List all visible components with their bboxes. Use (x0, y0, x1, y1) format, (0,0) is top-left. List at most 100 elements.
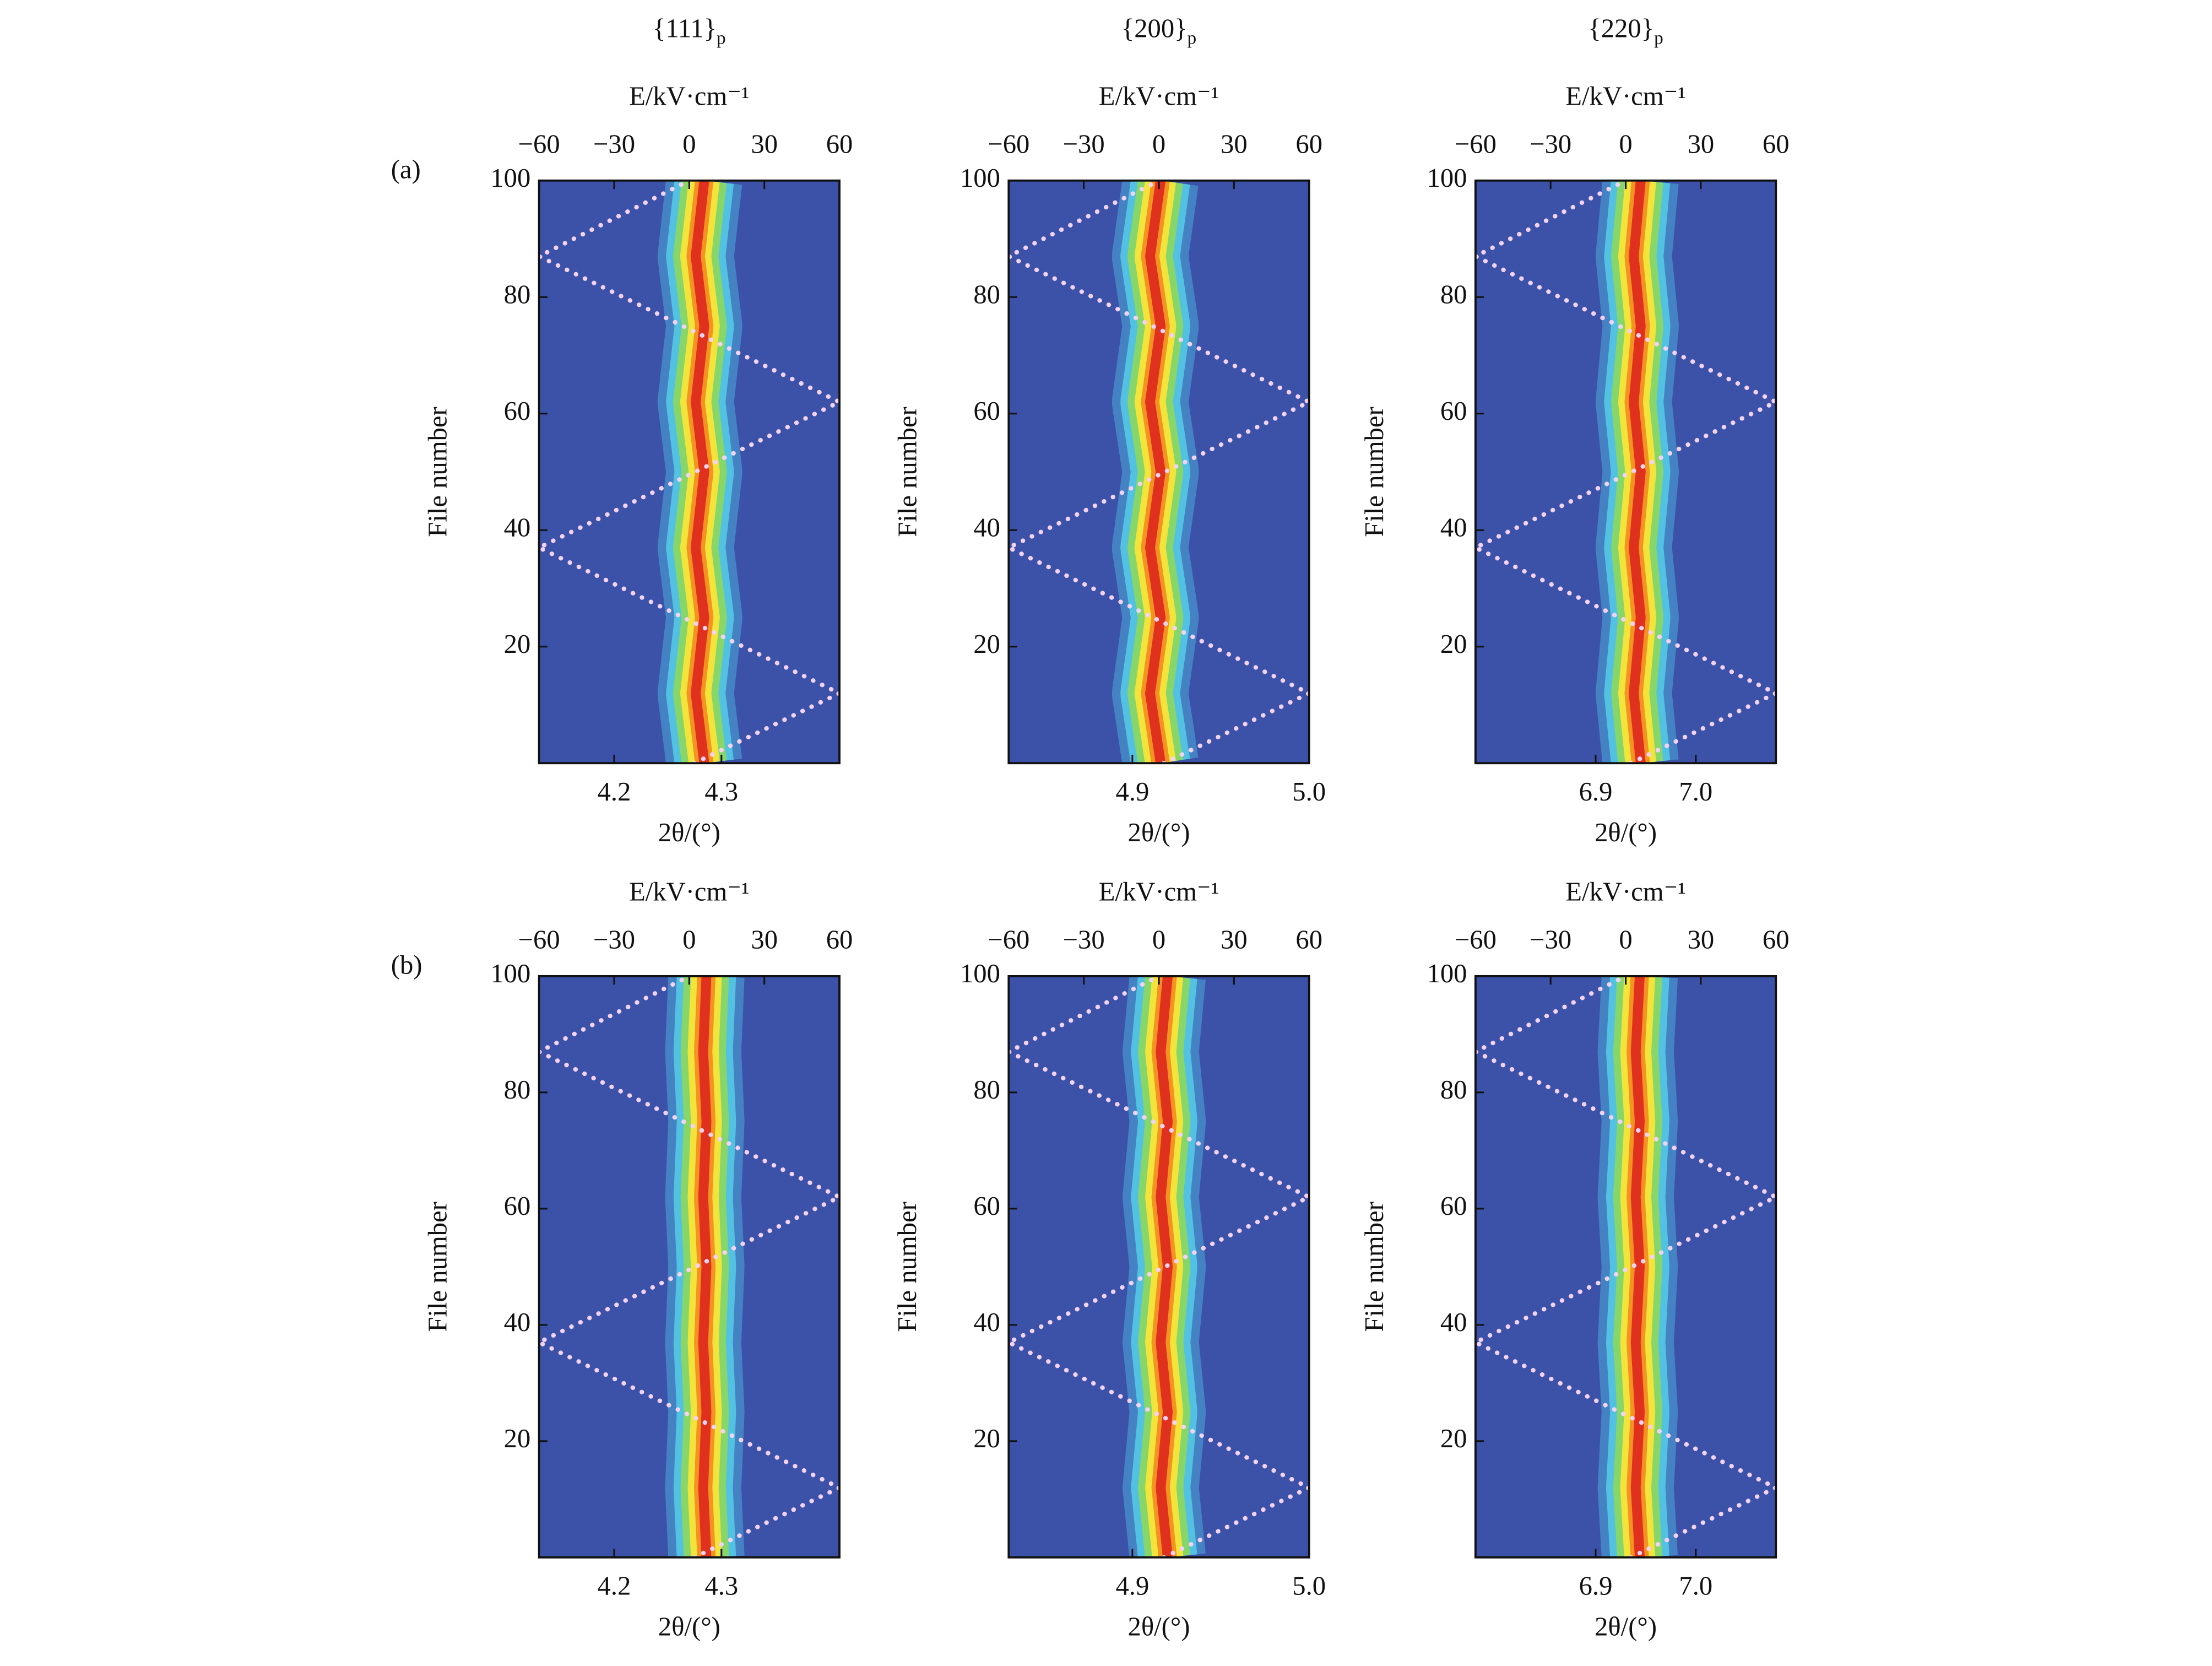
y-tick-label: 40 (973, 1307, 1000, 1337)
y-tick-label: 60 (1440, 396, 1467, 426)
plot-area (1009, 180, 1309, 764)
peak-line (1145, 180, 1166, 764)
x2-tick-label: −30 (593, 925, 635, 955)
panel-title: {111}p (653, 14, 726, 48)
x-tick-label: 4.3 (704, 777, 738, 807)
field-line (1009, 976, 1309, 1557)
y-tick-label: 80 (504, 279, 531, 309)
plot-area (539, 976, 840, 1557)
x-axis-title: 2θ/(°) (1595, 818, 1657, 847)
plot-area (1009, 976, 1309, 1557)
y-tick-label: 40 (504, 1307, 531, 1337)
panel-title-subscript: p (1188, 28, 1197, 48)
x2-axis-title: E/kV·cm⁻¹ (1565, 877, 1686, 907)
x-tick-label: 4.3 (704, 1571, 738, 1600)
x2-tick-label: 0 (1619, 129, 1632, 159)
x-tick-label: 7.0 (1679, 777, 1712, 807)
y-tick-label: 80 (973, 1075, 1000, 1105)
y-tick-label: 20 (504, 629, 531, 659)
x2-tick-label: −60 (1455, 925, 1497, 955)
x-tick-label: 5.0 (1292, 777, 1326, 807)
x-tick-label: 5.0 (1292, 1571, 1326, 1600)
x2-tick-label: −30 (1063, 129, 1105, 159)
y-tick-label: 100 (490, 959, 530, 988)
y-tick-label: 40 (504, 512, 531, 542)
field-line (1009, 180, 1309, 764)
y-tick-label: 100 (960, 959, 1000, 988)
y-axis-title: File number (892, 1202, 922, 1332)
x-tick-label: 4.2 (598, 777, 631, 807)
x2-axis-title: E/kV·cm⁻¹ (1099, 81, 1219, 111)
x2-tick-label: 60 (1295, 129, 1322, 159)
y-tick-label: 80 (1440, 1075, 1467, 1105)
field-line (539, 976, 840, 1557)
panel-title-subscript: p (717, 28, 726, 48)
x2-axis-title: E/kV·cm⁻¹ (1565, 81, 1686, 111)
panel-title: {200}p (1121, 14, 1196, 48)
x2-tick-label: 0 (682, 129, 696, 159)
y-tick-label: 20 (973, 629, 1000, 659)
x2-tick-label: 30 (751, 129, 778, 159)
x2-tick-label: −60 (988, 129, 1029, 159)
x-tick-label: 7.0 (1679, 1571, 1712, 1600)
x2-tick-label: 30 (1688, 129, 1715, 159)
plot-area (1475, 180, 1776, 764)
panel-title-main: {200} (1121, 14, 1188, 44)
x2-tick-label: 30 (1221, 925, 1248, 955)
x2-tick-label: −30 (1530, 129, 1571, 159)
x-axis-title: 2θ/(°) (658, 818, 720, 847)
x-tick-label: 6.9 (1579, 777, 1613, 807)
x2-tick-label: −30 (593, 129, 635, 159)
panel-label: (a) (391, 155, 421, 185)
y-tick-label: 100 (490, 163, 530, 193)
y-axis-title: File number (892, 407, 922, 537)
panel-title: {220}p (1588, 14, 1663, 48)
y-axis-title: File number (423, 407, 453, 537)
y-axis-title: File number (1359, 407, 1389, 537)
y-tick-label: 20 (504, 1424, 531, 1453)
field-line (1475, 976, 1776, 1557)
x-axis-title: 2θ/(°) (1595, 1612, 1657, 1642)
x-tick-label: 4.9 (1115, 1571, 1149, 1600)
y-tick-label: 60 (504, 1191, 531, 1221)
x2-tick-label: 30 (1688, 925, 1715, 955)
x2-axis-title: E/kV·cm⁻¹ (1099, 877, 1219, 907)
y-tick-label: 20 (1440, 1424, 1467, 1453)
y-tick-label: 100 (1427, 163, 1467, 193)
x2-tick-label: −60 (988, 925, 1029, 955)
x2-tick-label: 0 (1619, 925, 1632, 955)
x-axis-title: 2θ/(°) (1128, 1612, 1190, 1642)
y-tick-label: 60 (504, 396, 531, 426)
x2-tick-label: −60 (1455, 129, 1497, 159)
plot-area (1475, 976, 1776, 1557)
y-axis-title: File number (423, 1202, 453, 1332)
panel-title-subscript: p (1654, 28, 1663, 48)
plot-area (539, 180, 840, 764)
x-axis-title: 2θ/(°) (658, 1612, 720, 1642)
y-tick-label: 80 (973, 279, 1000, 309)
x-tick-label: 4.9 (1115, 777, 1149, 807)
x2-tick-label: 30 (751, 925, 778, 955)
y-tick-label: 100 (1427, 959, 1467, 988)
y-tick-label: 60 (1440, 1191, 1467, 1221)
y-tick-label: 20 (1440, 629, 1467, 659)
x2-tick-label: 60 (826, 129, 853, 159)
panel-label: (b) (391, 950, 422, 980)
x2-tick-label: 60 (1763, 925, 1790, 955)
x-tick-label: 4.2 (598, 1571, 631, 1600)
y-tick-label: 40 (973, 512, 1000, 542)
y-tick-label: 40 (1440, 512, 1467, 542)
y-tick-label: 60 (973, 1191, 1000, 1221)
x2-axis-title: E/kV·cm⁻¹ (629, 877, 750, 907)
x-tick-label: 6.9 (1579, 1571, 1613, 1600)
y-tick-label: 100 (960, 163, 1000, 193)
y-tick-label: 20 (973, 1424, 1000, 1453)
panel-title-main: {111} (653, 14, 717, 44)
x2-tick-label: −60 (518, 129, 560, 159)
x2-tick-label: −30 (1063, 925, 1105, 955)
y-tick-label: 60 (973, 396, 1000, 426)
peak-line (691, 180, 709, 764)
x2-tick-label: −30 (1530, 925, 1571, 955)
panel-title-main: {220} (1588, 14, 1654, 44)
